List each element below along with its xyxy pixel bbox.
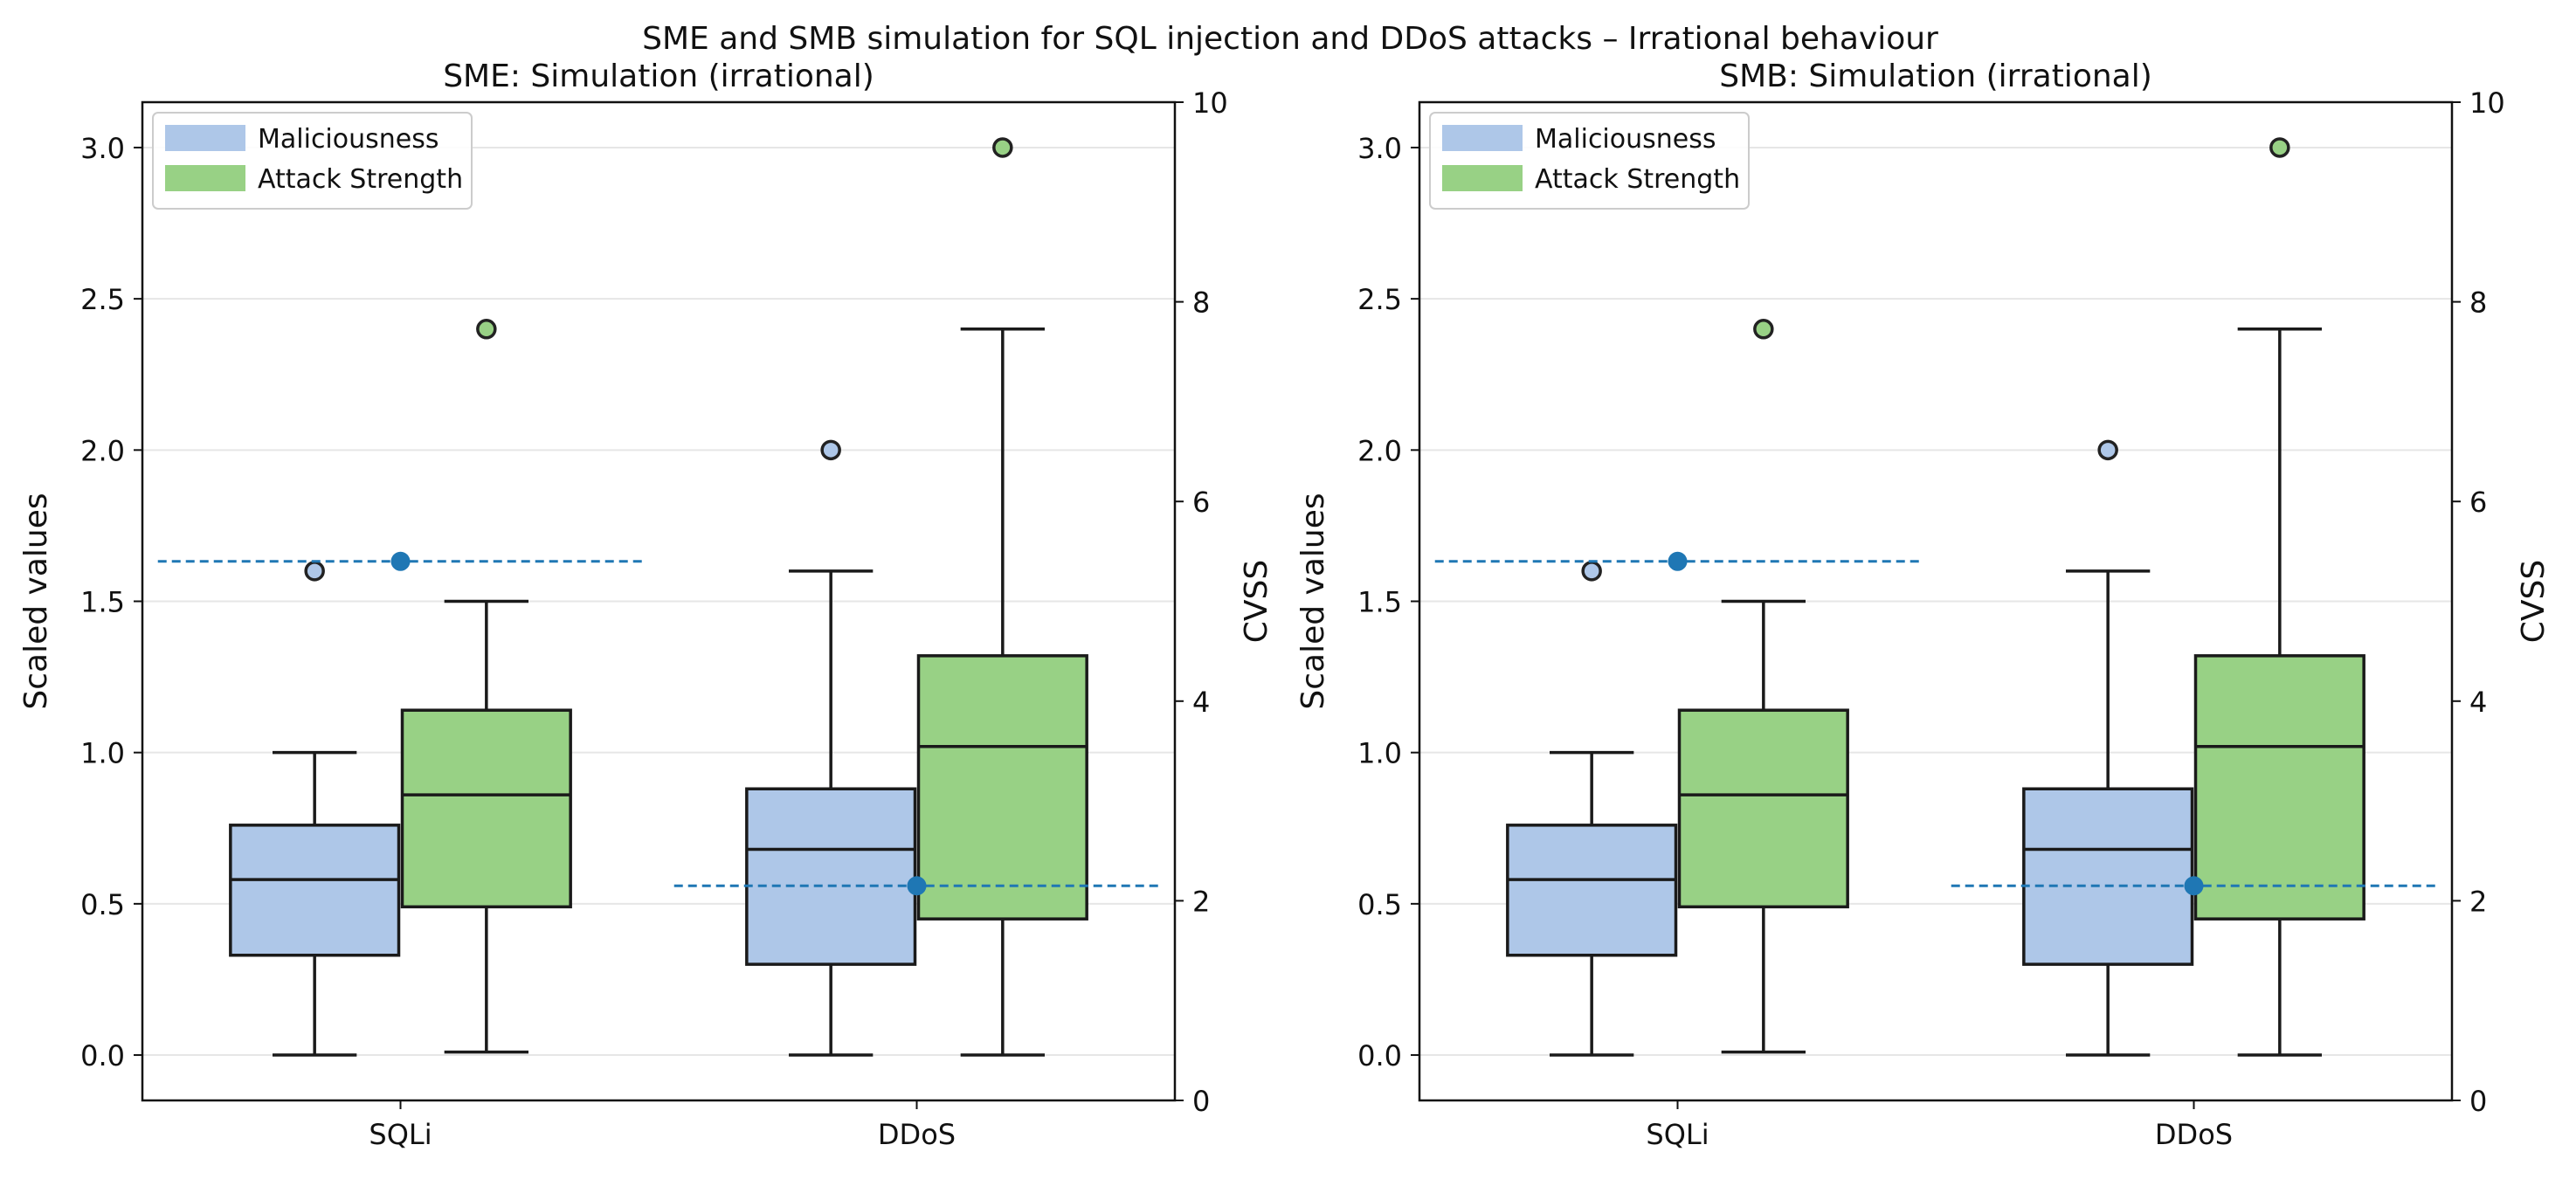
outlier-point — [2269, 137, 2290, 158]
y-tick-label: 3.0 — [80, 132, 125, 165]
legend-swatch-attack-strength — [165, 165, 245, 191]
cvss-point — [2184, 876, 2204, 896]
y2-tick-label: 8 — [1192, 286, 1210, 320]
legend-swatch-maliciousness — [165, 125, 245, 151]
box-attack-strength — [2193, 654, 2365, 921]
axes-frame — [141, 100, 1177, 1102]
legend-swatch-attack-strength — [1442, 165, 1523, 191]
y2-tick-label: 8 — [2469, 286, 2487, 320]
outlier-point — [1581, 561, 1602, 582]
x-tick-label: DDoS — [878, 1118, 956, 1151]
y-tick-label: 2.5 — [1357, 283, 1402, 316]
y-tick-label: 0.5 — [80, 888, 125, 921]
x-tick-label: DDoS — [2155, 1118, 2233, 1151]
box-maliciousness — [745, 787, 917, 966]
y-tick-label: 1.5 — [80, 586, 125, 619]
outlier-point — [476, 319, 497, 340]
x-tick-label: SQLi — [369, 1118, 432, 1151]
y-tick-label: 1.5 — [1357, 586, 1402, 619]
legend: Maliciousness Attack Strength — [1429, 112, 1750, 210]
y-tick-label: 0.0 — [1357, 1039, 1402, 1072]
outlier-point — [304, 561, 325, 582]
axes-frame — [1418, 100, 2454, 1102]
y2-tick-label: 2 — [1192, 885, 1210, 918]
y2-axis-label: CVSS — [2516, 560, 2552, 643]
y-tick-label: 0.0 — [80, 1039, 125, 1072]
y-tick-label: 2.5 — [80, 283, 125, 316]
y2-tick-label: 0 — [2469, 1085, 2487, 1118]
legend-label: Attack Strength — [1535, 164, 1740, 195]
legend-swatch-maliciousness — [1442, 125, 1523, 151]
y2-tick-label: 6 — [2469, 486, 2487, 519]
cvss-point — [390, 551, 411, 571]
box-attack-strength — [916, 654, 1088, 921]
legend-label: Maliciousness — [258, 124, 439, 155]
y2-tick-label: 10 — [1192, 86, 1228, 120]
box-maliciousness — [2022, 787, 2194, 966]
chart-title: SME: Simulation (irrational) — [443, 59, 874, 94]
y2-tick-label: 0 — [1192, 1085, 1210, 1118]
x-tick-label: SQLi — [1646, 1118, 1709, 1151]
outlier-point — [2097, 439, 2118, 461]
outlier-point — [1753, 319, 1774, 340]
box-attack-strength — [400, 708, 572, 909]
cvss-point — [907, 876, 927, 896]
cvss-point — [1668, 551, 1688, 571]
legend-label: Attack Strength — [258, 164, 463, 195]
y-tick-label: 2.0 — [80, 434, 125, 467]
figure-title: SME and SMB simulation for SQL injection… — [642, 21, 1938, 57]
panel-sme: 0.0 0.5 1.0 1.5 2.0 2.5 3.0 0 2 4 6 8 10 SQLi DDoS SME:… — [18, 59, 1274, 1151]
outlier-point — [820, 439, 841, 461]
outlier-point — [992, 137, 1013, 158]
box-maliciousness — [229, 824, 401, 957]
legend-label: Maliciousness — [1535, 124, 1716, 155]
y2-tick-label: 6 — [1192, 486, 1210, 519]
y-axis-label: Scaled values — [1295, 493, 1331, 709]
y2-tick-label: 2 — [2469, 885, 2487, 918]
y2-tick-label: 10 — [2469, 86, 2505, 120]
y-axis-label: Scaled values — [18, 493, 54, 709]
y-tick-label: 1.0 — [80, 737, 125, 770]
y-tick-label: 0.5 — [1357, 888, 1402, 921]
y-tick-label: 1.0 — [1357, 737, 1402, 770]
y2-tick-label: 4 — [1192, 686, 1210, 719]
y-tick-label: 2.0 — [1357, 434, 1402, 467]
panel-smb: 0.0 0.5 1.0 1.5 2.0 2.5 3.0 0 2 4 6 8 10 SQLi DDoS SMB:… — [1295, 59, 2552, 1151]
y2-tick-label: 4 — [2469, 686, 2487, 719]
chart-title: SMB: Simulation (irrational) — [1719, 59, 2152, 94]
y2-axis-label: CVSS — [1239, 560, 1274, 643]
legend: Maliciousness Attack Strength — [152, 112, 473, 210]
y-tick-label: 3.0 — [1357, 132, 1402, 165]
box-maliciousness — [1506, 824, 1678, 957]
box-attack-strength — [1677, 708, 1849, 909]
